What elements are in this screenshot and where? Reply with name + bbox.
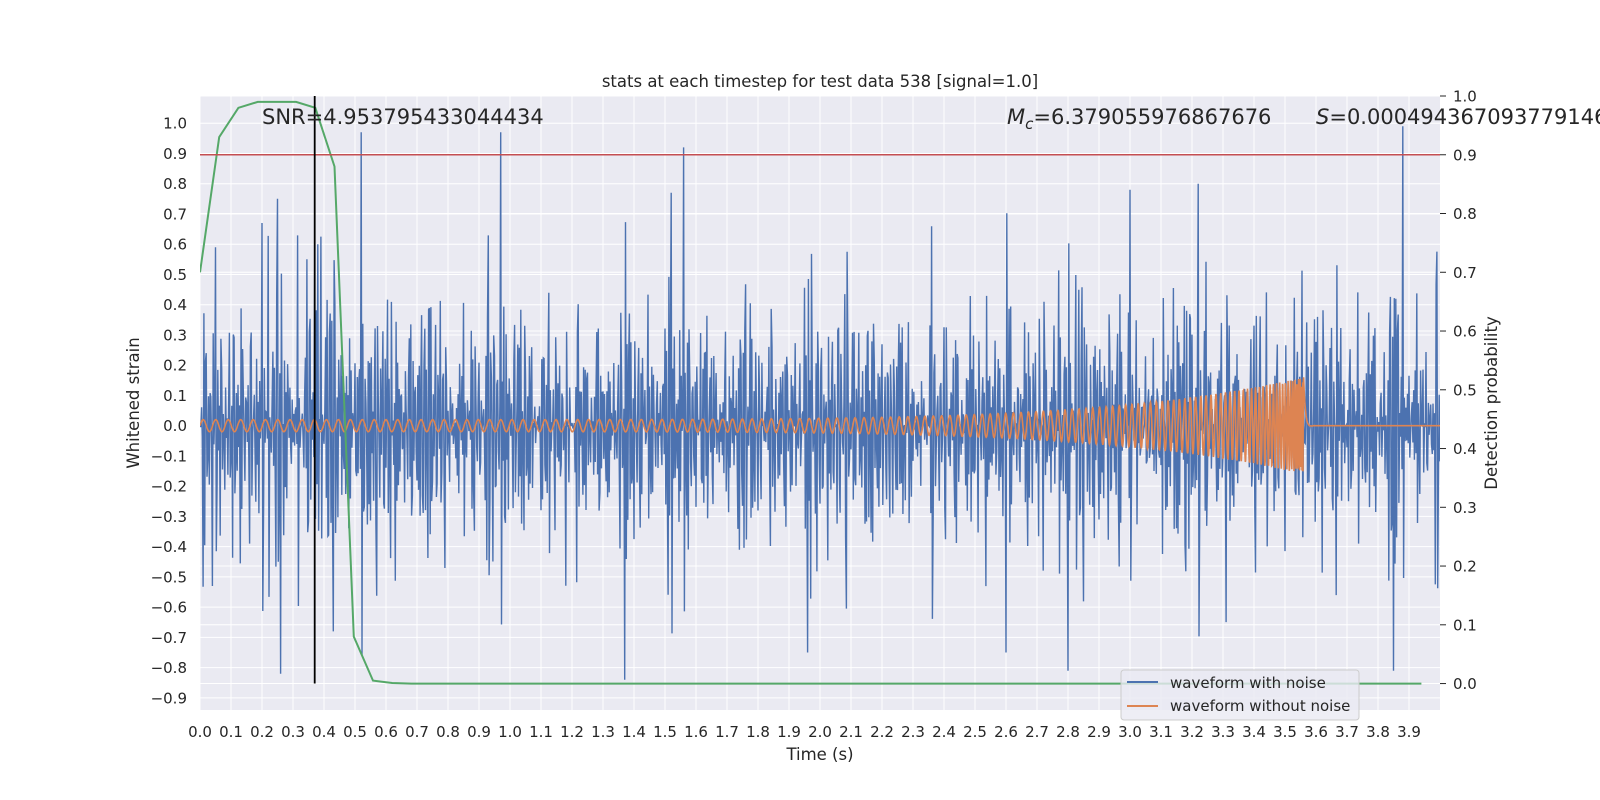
x-tick-label: 3.4 bbox=[1242, 723, 1266, 741]
series-waveform-without-noise bbox=[200, 377, 1440, 472]
x-tick-label: 2.6 bbox=[994, 723, 1018, 741]
x-tick-label: 3.5 bbox=[1273, 723, 1297, 741]
chirp-mass-annotation: Mc=6.379055976867676 bbox=[1007, 105, 1271, 133]
y-axis-label: Whitened strain bbox=[124, 337, 143, 468]
x-tick-label: 3.1 bbox=[1149, 723, 1173, 741]
y-tick-label: −0.5 bbox=[151, 568, 187, 586]
x-tick-label: 0.9 bbox=[467, 723, 491, 741]
x-tick-label: 2.0 bbox=[808, 723, 832, 741]
s-annotation: S=0.0004943670937791467 bbox=[1316, 105, 1600, 129]
right-y-tick-label: 0.3 bbox=[1453, 499, 1477, 517]
x-tick-label: 0.5 bbox=[343, 723, 367, 741]
right-y-tick-label: 0.7 bbox=[1453, 264, 1477, 282]
x-axis-label: Time (s) bbox=[785, 745, 853, 764]
y-tick-label: 0.7 bbox=[163, 205, 187, 223]
y-tick-label: −0.4 bbox=[151, 538, 187, 556]
x-tick-label: 2.2 bbox=[870, 723, 894, 741]
series-detection-probability bbox=[200, 100, 1422, 685]
x-tick-label: 1.2 bbox=[560, 723, 584, 741]
x-tick-label: 0.3 bbox=[281, 723, 305, 741]
chirp-mass-subscript: c bbox=[1025, 115, 1034, 133]
legend: waveform with noise waveform without noi… bbox=[1120, 669, 1360, 721]
x-tick-label: 2.7 bbox=[1025, 723, 1049, 741]
detection-probability-line bbox=[200, 100, 1422, 685]
y-tick-label: −0.3 bbox=[151, 508, 187, 526]
y-tick-label: 0.9 bbox=[163, 145, 187, 163]
right-y-tick-label: 0.9 bbox=[1453, 146, 1477, 164]
right-y-tick-label: 0.1 bbox=[1453, 616, 1477, 634]
x-tick-label: 2.9 bbox=[1087, 723, 1111, 741]
right-y-tick-label: 0.0 bbox=[1453, 675, 1477, 693]
y-tick-label: 0.8 bbox=[163, 175, 187, 193]
y-tick-label: −0.8 bbox=[151, 659, 187, 677]
x-tick-label: 3.3 bbox=[1211, 723, 1235, 741]
right-y-tick-label: 0.5 bbox=[1453, 381, 1477, 399]
legend-box bbox=[1120, 669, 1360, 721]
y-tick-label: 0.0 bbox=[163, 417, 187, 435]
x-tick-label: 3.6 bbox=[1304, 723, 1328, 741]
chart-title: stats at each timestep for test data 538… bbox=[602, 72, 1038, 91]
x-tick-label: 0.2 bbox=[250, 723, 274, 741]
waveform-without-noise-line bbox=[200, 377, 1440, 472]
right-y-axis-ticks: 1.0 0.9 0.8 0.7 0.6 0.5 0.4 0.3 0.2 0.1 0.0 bbox=[1440, 88, 1477, 693]
x-tick-label: 1.7 bbox=[715, 723, 739, 741]
legend-label-clean: waveform without noise bbox=[1170, 697, 1350, 715]
y-tick-label: 0.3 bbox=[163, 326, 187, 344]
x-tick-label: 0.0 bbox=[188, 723, 212, 741]
y-tick-label: 0.1 bbox=[163, 387, 187, 405]
y-tick-label: 1.0 bbox=[163, 115, 187, 133]
snr-annotation: SNR=4.953795433044434 bbox=[262, 105, 544, 129]
right-y-tick-label: 0.8 bbox=[1453, 205, 1477, 223]
x-tick-label: 1.1 bbox=[529, 723, 553, 741]
y-tick-label: 0.5 bbox=[163, 266, 187, 284]
y-tick-label: −0.7 bbox=[151, 629, 187, 647]
x-tick-label: 0.8 bbox=[436, 723, 460, 741]
x-tick-label: 3.8 bbox=[1366, 723, 1390, 741]
x-tick-label: 0.4 bbox=[312, 723, 336, 741]
y-tick-label: −0.1 bbox=[151, 447, 187, 465]
x-tick-label: 2.4 bbox=[932, 723, 956, 741]
y-tick-label: 0.6 bbox=[163, 236, 187, 254]
x-tick-label: 1.9 bbox=[777, 723, 801, 741]
x-tick-label: 0.1 bbox=[219, 723, 243, 741]
x-tick-label: 1.5 bbox=[653, 723, 677, 741]
x-axis-ticks: 0.0 0.1 0.2 0.3 0.4 0.5 0.6 0.7 0.8 0.9 1.0 1.1 1.2 1… bbox=[188, 723, 1421, 741]
x-tick-label: 0.7 bbox=[405, 723, 429, 741]
x-tick-label: 3.0 bbox=[1118, 723, 1142, 741]
right-y-tick-label: 0.4 bbox=[1453, 440, 1477, 458]
y-tick-label: 0.4 bbox=[163, 296, 187, 314]
y-axis-ticks: 1.0 0.9 0.8 0.7 0.6 0.5 0.4 0.3 0.2 0.1 0.0 −0.1 −0.… bbox=[151, 115, 187, 708]
x-tick-label: 2.5 bbox=[963, 723, 987, 741]
x-tick-label: 3.7 bbox=[1335, 723, 1359, 741]
x-tick-label: 3.9 bbox=[1397, 723, 1421, 741]
legend-label-noise: waveform with noise bbox=[1170, 674, 1326, 692]
x-tick-label: 1.4 bbox=[622, 723, 646, 741]
y-tick-label: −0.9 bbox=[151, 689, 187, 707]
right-y-tick-label: 0.2 bbox=[1453, 558, 1477, 576]
x-tick-label: 2.1 bbox=[839, 723, 863, 741]
s-symbol: S bbox=[1316, 105, 1329, 129]
x-tick-label: 0.6 bbox=[374, 723, 398, 741]
x-tick-label: 2.3 bbox=[901, 723, 925, 741]
x-tick-label: 1.6 bbox=[684, 723, 708, 741]
chirp-mass-symbol: M bbox=[1007, 105, 1025, 129]
right-y-axis-label: Detection probability bbox=[1482, 316, 1501, 490]
x-tick-label: 2.8 bbox=[1056, 723, 1080, 741]
y-tick-label: −0.2 bbox=[151, 478, 187, 496]
x-tick-label: 3.2 bbox=[1180, 723, 1204, 741]
x-tick-label: 1.0 bbox=[498, 723, 522, 741]
right-y-tick-label: 0.6 bbox=[1453, 323, 1477, 341]
overlay-lines bbox=[200, 96, 1440, 684]
x-tick-label: 1.3 bbox=[591, 723, 615, 741]
y-tick-label: −0.6 bbox=[151, 599, 187, 617]
x-tick-label: 1.8 bbox=[746, 723, 770, 741]
s-value: =0.0004943670937791467 bbox=[1329, 105, 1600, 129]
right-y-tick-label: 1.0 bbox=[1453, 88, 1477, 106]
chirp-mass-value: =6.379055976867676 bbox=[1033, 105, 1271, 129]
y-tick-label: 0.2 bbox=[163, 357, 187, 375]
